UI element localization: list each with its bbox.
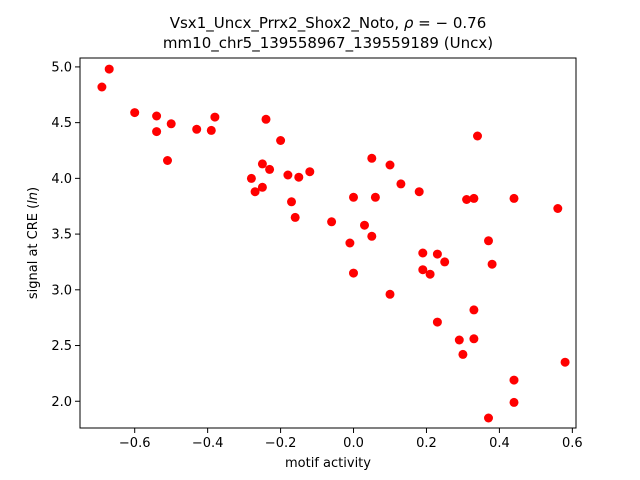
y-tick-label: 3.0 <box>51 283 72 298</box>
data-point-7 <box>192 124 202 134</box>
data-point-1 <box>104 64 114 74</box>
data-point-8 <box>206 125 216 135</box>
data-point-30 <box>385 160 395 170</box>
data-point-4 <box>152 127 162 137</box>
x-tick-label: −0.2 <box>265 436 297 451</box>
data-point-31 <box>385 289 395 299</box>
data-point-23 <box>345 238 355 248</box>
data-point-12 <box>257 159 267 169</box>
data-point-24 <box>349 268 358 278</box>
data-point-28 <box>367 231 377 241</box>
data-point-15 <box>265 164 275 174</box>
data-point-44 <box>469 305 479 315</box>
y-tick-label: 4.0 <box>51 172 72 187</box>
y-tick-label: 4.5 <box>51 116 72 131</box>
data-point-22 <box>327 217 337 227</box>
data-point-33 <box>414 187 424 197</box>
data-point-48 <box>484 236 493 246</box>
data-point-34 <box>418 265 428 275</box>
data-point-26 <box>360 220 369 230</box>
data-point-21 <box>305 167 315 177</box>
data-point-40 <box>454 335 464 345</box>
x-tick-label: 0.0 <box>343 436 364 451</box>
data-point-2 <box>130 108 140 118</box>
data-point-14 <box>261 114 271 124</box>
data-point-41 <box>458 349 468 359</box>
data-point-3 <box>152 111 162 121</box>
data-point-10 <box>246 173 256 183</box>
data-point-27 <box>367 153 377 163</box>
x-axis-label: motif activity <box>285 456 371 471</box>
y-axis-label: signal at CRE (ln) <box>26 187 41 299</box>
data-point-52 <box>509 397 519 407</box>
chart-title-line1: Vsx1_Uncx_Prrx2_Shox2_Noto, ρ = − 0.76 <box>170 14 487 33</box>
data-point-6 <box>166 119 176 129</box>
y-axis-ticks: 2.0 2.5 3.0 3.5 4.0 4.5 5.0 <box>51 60 80 410</box>
data-point-11 <box>250 187 260 197</box>
data-point-17 <box>283 170 293 180</box>
x-axis-ticks: −0.6 −0.4 −0.2 0.0 0.2 0.4 0.6 <box>119 428 583 451</box>
x-tick-label: −0.4 <box>192 436 224 451</box>
data-point-46 <box>473 131 482 141</box>
data-point-25 <box>349 192 358 202</box>
data-point-53 <box>553 204 563 213</box>
data-point-43 <box>469 193 479 203</box>
y-tick-label: 5.0 <box>51 60 72 75</box>
data-point-36 <box>425 269 435 279</box>
data-point-29 <box>370 192 380 202</box>
data-point-18 <box>287 197 296 207</box>
data-point-45 <box>469 334 479 344</box>
data-point-16 <box>276 136 286 145</box>
x-tick-label: −0.6 <box>119 436 151 451</box>
data-point-5 <box>163 156 172 165</box>
data-point-42 <box>462 195 472 204</box>
data-point-39 <box>440 257 450 267</box>
x-tick-label: 0.6 <box>562 436 583 451</box>
data-point-9 <box>210 112 220 122</box>
data-point-20 <box>294 172 304 182</box>
data-points <box>97 64 570 423</box>
data-point-54 <box>560 357 570 367</box>
data-point-0 <box>97 82 107 92</box>
y-tick-label: 2.0 <box>51 395 72 410</box>
x-tick-label: 0.4 <box>489 436 510 451</box>
y-tick-label: 3.5 <box>51 228 72 243</box>
x-tick-label: 0.2 <box>416 436 437 451</box>
data-point-50 <box>509 193 519 203</box>
data-point-38 <box>432 249 442 259</box>
data-point-47 <box>484 413 493 423</box>
data-point-35 <box>418 248 428 258</box>
data-point-32 <box>396 179 406 189</box>
plot-area <box>79 57 577 429</box>
axes-frame <box>79 57 577 429</box>
data-point-51 <box>509 375 519 385</box>
data-point-37 <box>432 317 442 327</box>
y-tick-label: 2.5 <box>51 339 72 354</box>
chart-title-line2: mm10_chr5_139558967_139559189 (Uncx) <box>163 34 493 53</box>
data-point-19 <box>290 212 300 222</box>
data-point-13 <box>257 182 267 192</box>
data-point-49 <box>487 259 497 269</box>
